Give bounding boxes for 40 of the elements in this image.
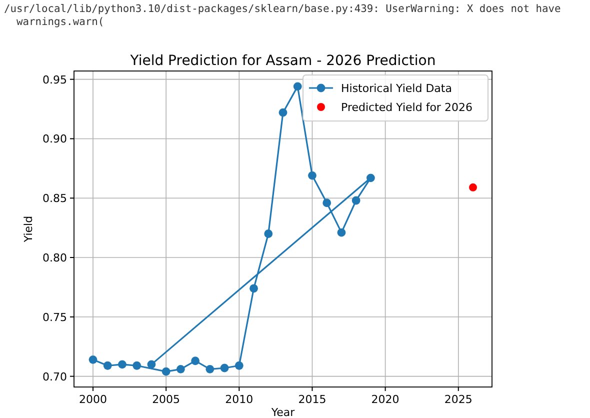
y-axis-title: Yield (22, 216, 35, 244)
point (469, 183, 477, 192)
point (250, 284, 258, 293)
point (308, 171, 316, 180)
point (206, 364, 214, 374)
point (191, 356, 200, 366)
point (264, 230, 273, 238)
y-tick-label: 0.95 (42, 73, 67, 86)
point (176, 364, 185, 374)
point (118, 360, 126, 369)
point (352, 196, 360, 205)
y-tick-label: 0.75 (42, 310, 67, 324)
point (220, 364, 229, 372)
y-tick-label: 0.85 (42, 192, 67, 206)
point (162, 367, 170, 376)
legend-label: Historical Yield Data (341, 82, 452, 95)
x-tick-label: 2020 (371, 393, 400, 406)
x-axis-title: Year (270, 406, 296, 418)
point (366, 174, 375, 182)
y-tick-label: 0.70 (42, 370, 67, 384)
text: /usr/local/lib/python3.10/dist-packages/sklearn/base.py:439: UserWarning: X does not have (4, 3, 561, 15)
point (132, 361, 142, 370)
y-tick-label: 0.80 (42, 252, 67, 265)
point (293, 82, 302, 91)
legend-label: Predicted Yield for 2026 (341, 101, 472, 114)
y-tick-label: 0.90 (42, 132, 67, 146)
point (103, 361, 112, 370)
chart-title: Yield Prediction for Assam - 2026 Prediction (129, 53, 436, 69)
point (147, 360, 156, 369)
point (337, 228, 346, 237)
x-tick-label: 2015 (298, 393, 326, 406)
x-tick-label: 2025 (444, 393, 472, 406)
point (278, 108, 288, 117)
point (88, 355, 98, 364)
x-tick-label: 2000 (79, 393, 107, 406)
x-tick-label: 2005 (152, 393, 180, 406)
text: warnings.warn( (4, 16, 104, 28)
point (322, 198, 332, 208)
point (234, 361, 244, 370)
x-tick-label: 2010 (225, 393, 254, 406)
